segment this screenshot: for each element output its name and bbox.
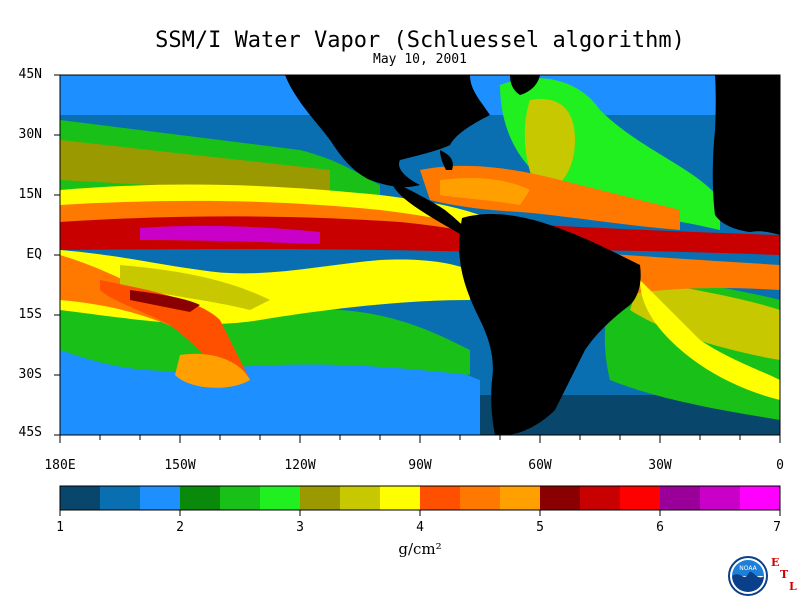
colorbar-swatch	[220, 486, 260, 510]
colorbar-label-7: 7	[773, 520, 781, 535]
map-date: May 10, 2001	[373, 52, 467, 67]
lat-label-45n: 45N	[18, 67, 42, 82]
lat-label-30s: 30S	[18, 367, 42, 382]
colorbar-unit: g/cm²	[398, 540, 442, 558]
colorbar-swatch	[620, 486, 660, 510]
colorbar-swatch	[500, 486, 540, 510]
colorbar-swatch	[420, 486, 460, 510]
lon-label-30w: 30W	[648, 458, 672, 473]
etl-letter-l: L	[789, 580, 797, 593]
colorbar-label-3: 3	[296, 520, 304, 535]
colorbar-ticks	[59, 510, 781, 516]
lat-label-30n: 30N	[18, 127, 42, 142]
lon-label-60w: 60W	[528, 458, 552, 473]
colorbar-swatch	[140, 486, 180, 510]
colorbar-swatch	[460, 486, 500, 510]
lat-label-15s: 15S	[18, 307, 42, 322]
colorbar-swatch	[180, 486, 220, 510]
colorbar-swatch	[60, 486, 100, 510]
colorbar-label-2: 2	[176, 520, 184, 535]
colorbar-swatch	[700, 486, 740, 510]
africa-land	[712, 75, 780, 235]
colorbar-label-4: 4	[416, 520, 424, 535]
noaa-logo-text: NOAA	[739, 565, 757, 572]
lat-label-eq: EQ	[26, 247, 42, 262]
land-masses	[285, 75, 780, 435]
colorbar-swatch	[260, 486, 300, 510]
florida-land	[440, 150, 453, 170]
colorbar-swatch	[540, 486, 580, 510]
colorbar-label-1: 1	[56, 520, 64, 535]
colorbar-swatch	[380, 486, 420, 510]
lon-label-0: 0	[776, 458, 784, 473]
lat-label-15n: 15N	[18, 187, 42, 202]
lon-ticks	[59, 435, 781, 443]
etl-letter-t: T	[780, 568, 789, 581]
etl-letter-e: E	[771, 556, 780, 569]
south-america-land	[459, 214, 641, 435]
colorbar-swatch	[340, 486, 380, 510]
north-america-land	[285, 75, 490, 188]
lon-label-180e: 180E	[44, 458, 76, 473]
map-title: SSM/I Water Vapor (Schluessel algorithm)	[155, 28, 685, 53]
lon-label-150w: 150W	[164, 458, 196, 473]
lon-label-90w: 90W	[408, 458, 432, 473]
colorbar-swatch	[100, 486, 140, 510]
colorbar-swatch	[660, 486, 700, 510]
colorbar	[59, 485, 781, 511]
greenland-land	[510, 75, 540, 95]
colorbar-label-5: 5	[536, 520, 544, 535]
central-america-land	[390, 180, 468, 234]
colorbar-label-6: 6	[656, 520, 664, 535]
colorbar-swatch	[740, 486, 780, 510]
colorbar-swatch	[300, 486, 340, 510]
noaa-logo: NOAA	[728, 556, 768, 596]
vapor-field	[60, 75, 780, 435]
colorbar-swatch	[580, 486, 620, 510]
lat-label-45s: 45S	[18, 425, 42, 440]
lat-ticks	[54, 74, 60, 436]
lon-label-120w: 120W	[284, 458, 316, 473]
